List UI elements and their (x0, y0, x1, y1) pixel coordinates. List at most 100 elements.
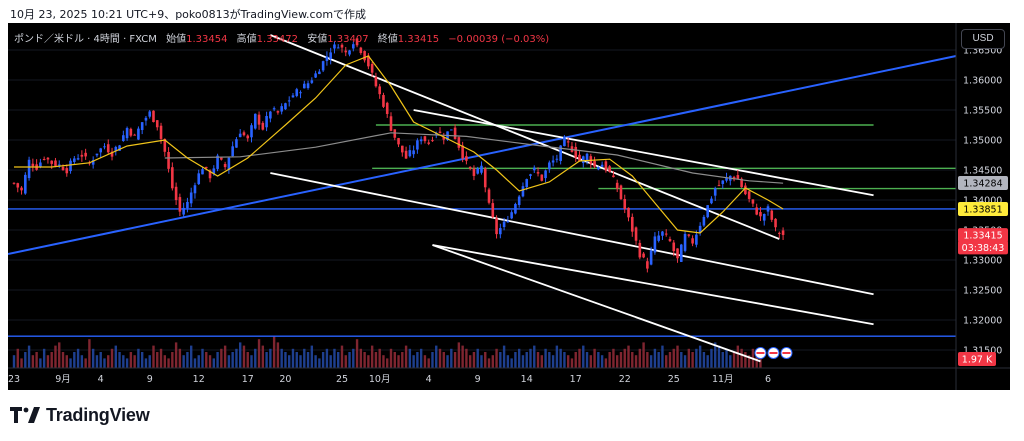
volume-bar (148, 355, 151, 368)
legend-low-label: 安値 (307, 34, 328, 45)
candle-body (725, 177, 728, 181)
candle-body (581, 156, 585, 164)
candle-body (397, 138, 400, 145)
moving-averages (14, 55, 784, 234)
candle-body (182, 207, 185, 215)
candle-body (84, 152, 87, 157)
volume-bar (721, 352, 724, 368)
volume-bar (668, 352, 672, 368)
volume-bar (653, 348, 657, 368)
legend-close: 1.33415 (397, 34, 440, 45)
chart-panel[interactable]: 1.36500 1.36000 1.35500 1.35000 1.34500 1.340… (7, 23, 1010, 390)
volume-bar (359, 348, 363, 368)
volume-bar (423, 355, 427, 368)
volume-bar (27, 345, 31, 368)
volume-bar (84, 358, 87, 368)
time-axis[interactable]: 23 9月 4 9 12 17 20 25 10月 4 9 14 17 22 25 11月 6 (8, 367, 1010, 385)
candle-body (321, 61, 325, 71)
candle-body (171, 167, 174, 189)
x-tick-label: 22 (619, 374, 631, 385)
volume-bar (250, 355, 253, 368)
candle-body (39, 162, 42, 167)
volume-bar (401, 352, 404, 368)
candlestick-chart[interactable]: 1.36500 1.36000 1.35500 1.35000 1.34500 1.340… (7, 23, 1010, 390)
volume-label-text: 1.97 K (962, 355, 993, 366)
brand-name: TradingView (46, 404, 150, 425)
candle-body (747, 191, 751, 199)
x-tick-label: 9 (475, 374, 481, 385)
candle-body (54, 160, 57, 166)
volume-bar (412, 355, 415, 368)
volume-bar (58, 342, 61, 368)
volume-bar (265, 352, 268, 368)
volume-bar (533, 345, 536, 368)
volume-bar (676, 345, 679, 368)
candle-body (683, 233, 687, 251)
candle-body (698, 225, 702, 233)
tradingview-logo[interactable]: TradingView (10, 403, 150, 427)
volume-bar (152, 345, 155, 368)
volume-bar (110, 348, 114, 368)
volume-bar (506, 355, 510, 368)
candle-body (502, 221, 506, 228)
candle-body (155, 120, 159, 128)
candle-body (416, 140, 419, 150)
volume-bar (461, 345, 464, 368)
candle-body (61, 166, 65, 171)
candle-body (174, 186, 178, 201)
x-tick-label: 9 (147, 374, 153, 385)
candle-body (302, 83, 306, 89)
candle-body (208, 170, 212, 179)
x-tick-label: 17 (570, 374, 582, 385)
volume-bar (555, 345, 559, 368)
candle-body (423, 136, 427, 142)
volume-bar (80, 355, 84, 368)
volume-bar (631, 352, 634, 368)
event-flag-stripe (756, 352, 765, 354)
volume-bar (491, 355, 494, 368)
candle-body (333, 44, 336, 49)
candle-body (653, 236, 657, 253)
candle-body (140, 122, 144, 131)
volume-bar (269, 348, 272, 368)
candle-body (706, 205, 709, 218)
candle-body (612, 175, 615, 178)
volume-bar (747, 355, 751, 368)
candle-body (664, 233, 668, 235)
candle-body (295, 89, 299, 96)
candle-body (483, 168, 487, 188)
volume-bar (254, 348, 257, 368)
candle-body (95, 153, 99, 156)
candle-body (499, 228, 502, 235)
candle-body (99, 148, 103, 153)
volume-bar (578, 348, 581, 368)
candle-body (359, 47, 363, 54)
price-label-text: 03:38:43 (962, 243, 1005, 254)
volume-bar (548, 352, 551, 368)
volume-bar (725, 348, 728, 368)
candle-body (438, 131, 442, 134)
event-flag-stripe (782, 352, 791, 354)
volume-bar (122, 355, 125, 368)
volume-bar (352, 348, 355, 368)
volume-bar (114, 345, 117, 368)
volume-bar (227, 355, 231, 368)
y-tick-label: 1.33000 (963, 256, 1002, 267)
volume-bar (608, 352, 611, 368)
volume-bar (480, 355, 483, 368)
candle-body (106, 144, 110, 153)
candle-body (510, 212, 513, 219)
currency-button[interactable]: USD (961, 29, 1005, 49)
price-label-box (958, 240, 1008, 255)
candle-body (627, 207, 630, 218)
volume-bar (442, 352, 445, 368)
candle-body (559, 145, 562, 161)
candle-body (551, 160, 555, 163)
volume-bar (171, 352, 174, 368)
candle-body (336, 47, 340, 49)
candle-body (721, 180, 725, 184)
candle-body (257, 114, 261, 125)
candle-body (31, 163, 35, 167)
volume-bar (404, 345, 408, 368)
candle-body (563, 136, 566, 147)
